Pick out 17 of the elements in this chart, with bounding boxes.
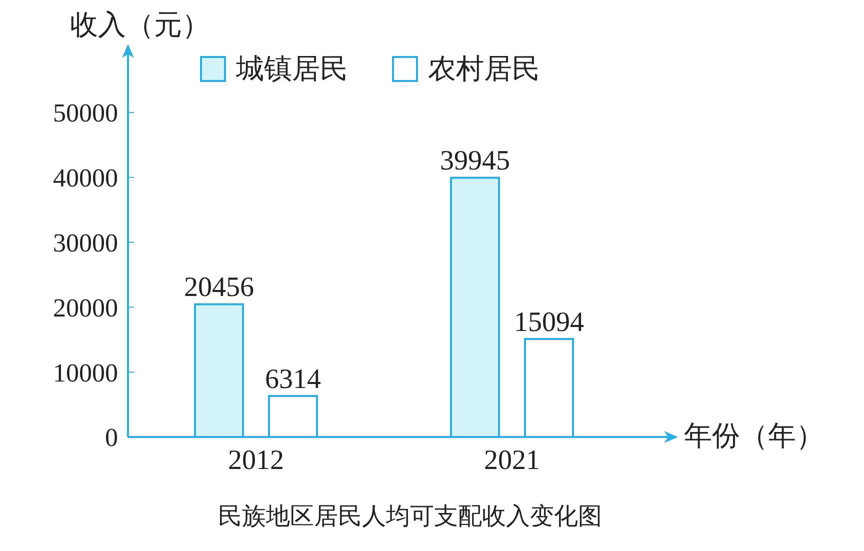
x-tick-label: 2021 <box>484 444 540 476</box>
text: 民族地区居民人均可支配收入变化图 <box>217 501 603 532</box>
data-label: 20456 <box>184 272 254 304</box>
data-label: 39945 <box>440 146 510 177</box>
y-tick-label: 50000 <box>53 98 118 128</box>
y-tick-label: 0 <box>105 423 118 452</box>
x-tick-label: 2012 <box>228 444 284 476</box>
data-label: 6314 <box>265 364 321 396</box>
y-tick-label: 30000 <box>53 228 118 258</box>
legend-label: 农村居民 <box>428 51 540 87</box>
y-tick-label: 40000 <box>53 164 118 193</box>
x-axis-title: 年份（年） <box>684 418 824 454</box>
y-tick-label: 10000 <box>53 358 118 388</box>
legend-label: 城镇居民 <box>236 51 348 87</box>
data-label: 15094 <box>514 307 584 338</box>
y-tick-label: 20000 <box>53 293 118 322</box>
y-axis-title: 收入（元） <box>70 7 210 43</box>
